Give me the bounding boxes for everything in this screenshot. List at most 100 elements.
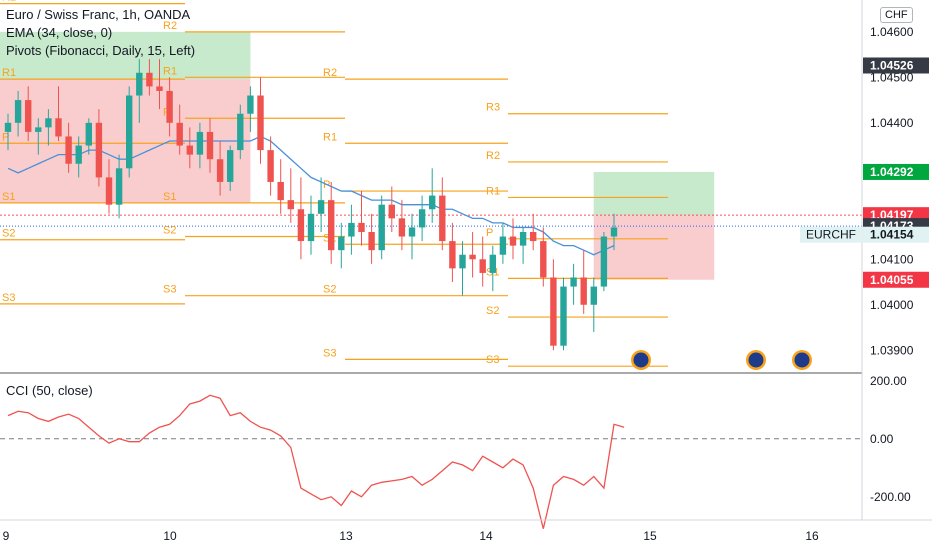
candle[interactable] (186, 127, 193, 169)
candle[interactable] (519, 227, 527, 264)
candle[interactable] (95, 109, 103, 187)
candle[interactable] (25, 86, 32, 142)
candle[interactable] (45, 109, 52, 146)
currency-badge[interactable]: CHF (880, 7, 913, 23)
candle[interactable] (499, 222, 507, 264)
candle[interactable] (338, 222, 345, 269)
candle-body (338, 236, 345, 251)
candle-body (75, 145, 82, 164)
price-label-text: 1.04526 (870, 59, 914, 73)
candle[interactable] (459, 241, 466, 296)
candle-body (95, 122, 103, 178)
candle[interactable] (35, 118, 42, 155)
candle[interactable] (378, 195, 385, 260)
pivot-label: R2 (486, 150, 500, 162)
candle[interactable] (156, 59, 163, 110)
candle-body (580, 277, 587, 305)
candle-body (4, 122, 12, 132)
candle[interactable] (580, 250, 587, 314)
candle[interactable] (126, 86, 133, 178)
candle[interactable] (65, 122, 72, 173)
candle[interactable] (429, 168, 436, 223)
candle[interactable] (55, 86, 62, 142)
candle[interactable] (317, 177, 325, 232)
pivot-levels: R2R1PS1S2S3R2R1PS1S2S3R2R1PS1S2S3R3R2R1P… (0, 0, 668, 367)
candle[interactable] (287, 168, 294, 223)
candle[interactable] (540, 227, 547, 287)
time-tick-label: 16 (805, 529, 819, 543)
candle[interactable] (560, 277, 567, 351)
candle[interactable] (600, 231, 608, 292)
candle[interactable] (358, 191, 365, 246)
candle[interactable] (105, 159, 113, 214)
pivot-label: R2 (163, 20, 177, 32)
candle[interactable] (247, 86, 254, 132)
candle[interactable] (75, 136, 82, 178)
candle[interactable] (297, 177, 305, 260)
candle[interactable] (550, 259, 557, 351)
candle-body (479, 259, 486, 273)
economic-event-marker[interactable] (746, 350, 766, 370)
candle[interactable] (610, 213, 618, 251)
candle[interactable] (388, 186, 395, 232)
candle-body (610, 227, 618, 237)
event-flag-icon (748, 352, 764, 368)
candle[interactable] (469, 231, 476, 278)
candle-body (550, 277, 557, 346)
candle-body (136, 72, 143, 96)
ema-legend: EMA (34, close, 0) (6, 25, 113, 40)
candle[interactable] (237, 104, 244, 160)
candle-body (45, 118, 52, 128)
price-label-bg (863, 271, 929, 288)
candle[interactable] (509, 218, 517, 260)
candle[interactable] (4, 113, 12, 151)
time-tick-label: 14 (479, 529, 493, 543)
candle[interactable] (115, 154, 123, 219)
pivot-label: S2 (323, 284, 336, 296)
candle[interactable] (216, 141, 224, 196)
economic-event-marker[interactable] (792, 350, 812, 370)
candle[interactable] (418, 195, 426, 242)
candle[interactable] (85, 118, 92, 155)
candle-body (418, 209, 426, 228)
candle[interactable] (166, 77, 173, 137)
candle[interactable] (196, 122, 204, 169)
candle[interactable] (368, 213, 375, 264)
candle-body (216, 159, 224, 182)
candle[interactable] (348, 204, 355, 255)
candle[interactable] (449, 222, 456, 283)
candle[interactable] (489, 245, 496, 292)
event-markers[interactable] (631, 350, 812, 370)
candle-body (186, 145, 193, 155)
pivot-label: R1 (323, 131, 337, 143)
pivot-label: S2 (486, 305, 499, 317)
candle[interactable] (570, 263, 577, 305)
candle[interactable] (530, 213, 537, 251)
candle[interactable] (257, 77, 264, 164)
candle[interactable] (146, 59, 153, 96)
pivot-label: R3 (486, 102, 500, 114)
candle[interactable] (439, 177, 446, 251)
candle[interactable] (136, 59, 143, 123)
candle[interactable] (328, 181, 335, 264)
candle[interactable] (408, 213, 416, 260)
candle[interactable] (227, 145, 234, 192)
candle[interactable] (267, 136, 274, 196)
pivot-label: R1 (486, 185, 500, 197)
candle[interactable] (277, 159, 284, 214)
economic-event-marker[interactable] (631, 350, 651, 370)
price-label: 1.04526 (863, 57, 929, 74)
candle-body (590, 286, 597, 305)
candle[interactable] (14, 90, 22, 137)
candle-series[interactable] (4, 59, 618, 351)
candle[interactable] (176, 104, 183, 155)
candle-body (277, 181, 284, 201)
candle[interactable] (398, 200, 406, 251)
candle[interactable] (590, 277, 597, 333)
cci-tick-label: -200.00 (870, 490, 911, 504)
price-label-bg (863, 57, 929, 74)
candle[interactable] (206, 118, 214, 173)
candle[interactable] (479, 236, 486, 287)
candle[interactable] (307, 195, 315, 255)
